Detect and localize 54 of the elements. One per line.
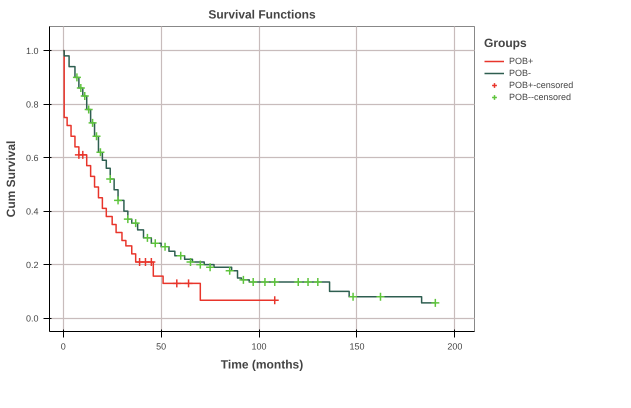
y-tick-label: 0.6: [26, 153, 39, 164]
point: [160, 242, 170, 252]
x-tick-label: 200: [447, 342, 462, 352]
legend-label: POB-: [509, 67, 532, 79]
point: [224, 266, 234, 276]
y-tick-label: 1.0: [26, 46, 39, 56]
point: [72, 72, 82, 82]
point: [205, 262, 215, 272]
point: [146, 257, 156, 267]
point: [142, 233, 152, 243]
point: [88, 118, 98, 128]
point: [186, 257, 196, 267]
point: [105, 174, 115, 184]
point: [123, 214, 133, 224]
point: [303, 277, 313, 287]
point: [176, 251, 186, 261]
x-axis-title: Time (months): [220, 358, 304, 372]
legend-label: POB+: [509, 55, 534, 67]
point: [113, 196, 123, 206]
x-tick-label: 50: [156, 342, 166, 352]
legend-label: POB+-censored: [509, 79, 574, 91]
y-tick-label: 0.8: [26, 100, 39, 110]
y-tick-label: 0.2: [26, 260, 39, 270]
point: [78, 150, 88, 160]
point: [248, 277, 258, 287]
point: [130, 218, 140, 228]
point: [313, 277, 323, 287]
point: [270, 277, 280, 287]
point: [196, 260, 206, 270]
point: [430, 298, 440, 308]
legend-label: POB--censored: [509, 91, 572, 103]
point: [80, 91, 90, 101]
point: [96, 147, 106, 157]
point: [184, 278, 194, 288]
point: [238, 275, 248, 285]
point: [92, 131, 102, 141]
legend-title: Groups: [484, 36, 528, 50]
y-axis-title: Cum Survival: [4, 140, 18, 218]
chart-title: Survival Functions: [208, 8, 316, 22]
x-tick-label: 100: [252, 342, 267, 352]
point: [376, 292, 386, 302]
point: [150, 238, 160, 248]
point: [348, 292, 358, 302]
point: [76, 83, 86, 93]
point: [140, 257, 150, 267]
y-tick-label: 0.4: [26, 206, 39, 217]
y-tick-label: 0.0: [26, 314, 39, 324]
point: [172, 278, 182, 288]
x-tick-label: 150: [349, 342, 365, 352]
point: [260, 277, 270, 287]
x-tick-label: 0: [60, 342, 66, 352]
point: [293, 277, 303, 287]
point: [84, 104, 94, 114]
point: [134, 257, 144, 267]
